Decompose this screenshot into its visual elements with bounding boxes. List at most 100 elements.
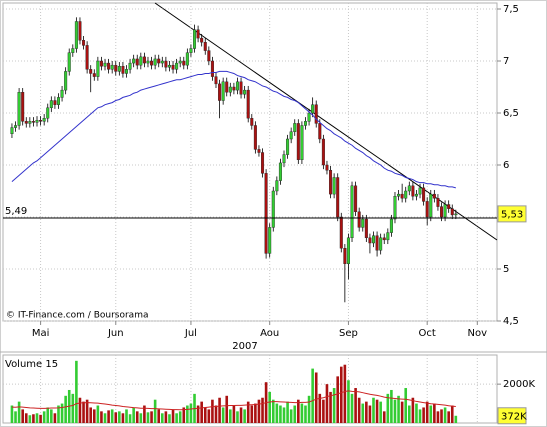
volume-bar — [125, 409, 128, 423]
candle-body — [164, 60, 168, 68]
candle-body — [339, 216, 343, 249]
volume-bar — [203, 407, 207, 423]
candle-body — [275, 180, 279, 192]
source-note: © IT-Finance.com / Boursorama — [6, 311, 148, 321]
candle-body — [228, 86, 232, 93]
volume-bar — [153, 399, 157, 423]
candle-body — [253, 125, 257, 150]
candle-body — [31, 121, 35, 123]
candle-body — [17, 91, 21, 126]
candle-body — [89, 69, 93, 74]
candle-body — [160, 60, 164, 64]
candle-body — [42, 117, 46, 122]
candle-body — [303, 121, 307, 126]
candle-body — [139, 56, 143, 66]
volume-bar — [404, 388, 408, 423]
volume-bar — [211, 399, 214, 423]
y-tick-label: 7 — [503, 56, 509, 67]
volume-bar — [128, 414, 132, 423]
candle-body — [200, 37, 204, 43]
x-tick-label: Jun — [107, 328, 124, 339]
candle-body — [207, 50, 211, 62]
volume-bar — [318, 393, 322, 423]
volume-bar — [393, 399, 397, 423]
volume-bar — [246, 401, 250, 423]
candle-body — [14, 125, 18, 128]
x-tick-label: Aou — [260, 328, 279, 339]
volume-bar — [447, 411, 450, 423]
candle-body — [74, 21, 78, 49]
candle-body — [132, 58, 136, 64]
volume-bar — [254, 403, 257, 423]
candle-body — [214, 76, 218, 85]
candle-body — [110, 64, 114, 70]
volume-bar — [107, 410, 110, 423]
candle-body — [393, 195, 397, 220]
volume-bar — [28, 415, 32, 423]
volume-bar — [336, 376, 340, 423]
volume-bar — [368, 405, 372, 423]
candle-body — [167, 64, 171, 68]
last-value-label: 5,53 — [501, 209, 523, 220]
volume-bar — [32, 414, 35, 423]
volume-bar — [314, 372, 318, 423]
volume-bar — [92, 409, 96, 423]
volume-bar — [239, 407, 243, 423]
volume-bar — [135, 411, 139, 423]
volume-bar — [379, 401, 382, 423]
volume-bar — [150, 411, 153, 423]
last-value-box — [497, 205, 527, 223]
volume-bar — [89, 407, 93, 423]
candle-body — [142, 56, 146, 64]
x-tick-label: Jul — [184, 328, 197, 339]
volume-bar — [50, 409, 53, 423]
volume-bar — [232, 405, 236, 423]
candle-body — [261, 152, 265, 174]
candle-body — [318, 123, 322, 140]
candle-body — [96, 60, 100, 77]
candle-body — [150, 60, 154, 66]
average-line — [11, 70, 456, 189]
candle-body — [225, 81, 229, 93]
candle-body — [218, 83, 222, 101]
candle-body — [185, 52, 189, 66]
x-tick-label: Nov — [468, 328, 488, 339]
reference-label: 5,49 — [5, 206, 27, 217]
candle-body — [135, 58, 139, 66]
candle-body — [307, 112, 311, 122]
volume-bar — [411, 397, 415, 423]
candle-body — [332, 177, 336, 195]
volume-bar — [382, 411, 386, 423]
candle-body — [157, 58, 161, 64]
volume-bar — [118, 411, 121, 423]
volume-bar — [225, 395, 229, 423]
volume-bar — [418, 409, 422, 423]
candle-body — [103, 62, 107, 67]
volume-bar — [279, 405, 282, 423]
candle-body — [246, 89, 250, 119]
candle-body — [314, 104, 318, 124]
volume-bar — [354, 388, 357, 423]
candle-body — [268, 227, 272, 254]
volume-bar — [218, 397, 221, 423]
volume-bar — [139, 413, 143, 423]
volume-bar — [236, 411, 239, 423]
candle-body — [182, 60, 186, 66]
y-tick-label: 7,5 — [503, 4, 519, 15]
volume-bar — [372, 397, 375, 423]
candle-body — [447, 204, 451, 209]
candle-body — [39, 120, 43, 122]
volume-bar — [85, 399, 89, 423]
candle-body — [60, 89, 64, 98]
volume-bar — [182, 407, 186, 423]
candle-body — [124, 69, 128, 74]
candle-body — [121, 65, 125, 74]
candle-body — [278, 162, 282, 181]
volume-bar — [386, 393, 390, 423]
candle-body — [243, 89, 247, 95]
volume-bar — [243, 409, 246, 423]
volume-bar — [282, 407, 286, 423]
candle-body — [422, 187, 426, 202]
candle-body — [71, 48, 75, 53]
volume-bar — [250, 405, 254, 423]
